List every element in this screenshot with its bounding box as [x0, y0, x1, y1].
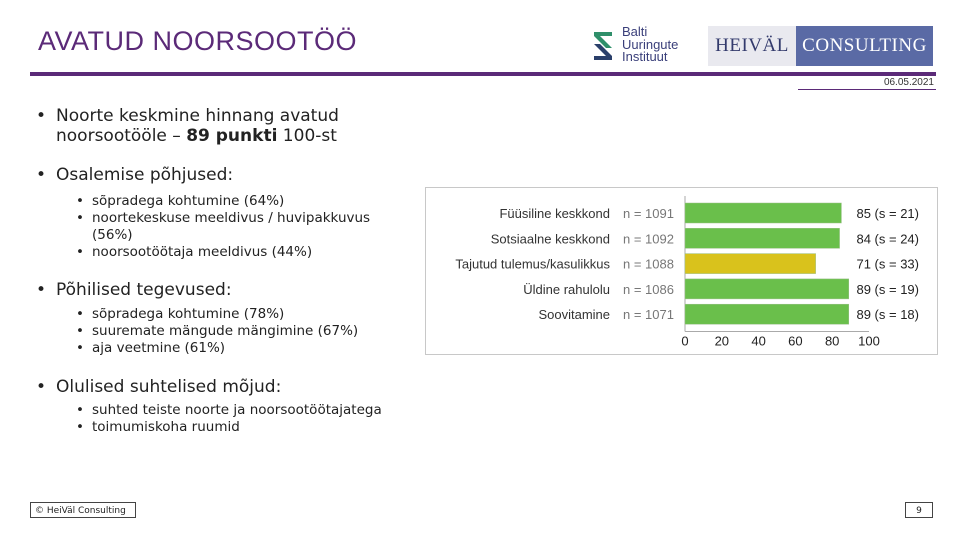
value-label: 85 (s = 21): [856, 206, 919, 221]
x-tick-label: 0: [681, 334, 688, 349]
list-item: • sõpradega kohtumine (78%): [76, 306, 285, 322]
bullet-main-activities: • Põhilised tegevused:: [36, 280, 232, 300]
list-item: • aja veetmine (61%): [76, 340, 226, 356]
date-label: 06.05.2021: [883, 77, 934, 88]
heival-logo-text: HEIVÄL: [708, 26, 796, 66]
copyright-footer: © HeiVäl Consulting: [30, 502, 136, 518]
value-label: 89 (s = 18): [856, 307, 919, 322]
category-label: Üldine rahulolu: [523, 282, 610, 297]
list-item: • noorsootöötaja meeldivus (44%): [76, 244, 313, 260]
balti-institute-logo: Balti Uuringute Instituut: [588, 24, 698, 66]
bullet-average-rating: • Noorte keskmine hinnang avatud noorsoo…: [36, 106, 339, 146]
x-tick-label: 80: [825, 334, 839, 349]
list-item: • toimumiskoha ruumid: [76, 419, 240, 435]
value-label: 84 (s = 24): [856, 231, 919, 246]
x-tick-label: 60: [788, 334, 802, 349]
rating-bar-chart: Füüsiline keskkond n = 1091 85 (s = 21) Sot…: [425, 187, 938, 355]
n-label: n = 1086: [623, 282, 674, 297]
balti-logo-icon: [594, 32, 612, 60]
n-label: n = 1088: [623, 257, 674, 272]
chart-svg: Füüsiline keskkond n = 1091 85 (s = 21) Sot…: [455, 196, 919, 349]
heival-consulting-logo: HEIVÄL CONSULTING: [708, 26, 933, 66]
list-item: • suuremate mängude mängimine (67%): [76, 323, 359, 339]
chart-bar: [684, 202, 842, 224]
page-number: 9: [905, 502, 933, 518]
consulting-logo-text: CONSULTING: [802, 35, 927, 56]
n-label: n = 1071: [623, 307, 674, 322]
participation-reasons-list: • sõpradega kohtumine (64%) • noortekeskus…: [76, 193, 370, 261]
n-label: n = 1091: [623, 206, 674, 221]
relative-effects-list: • suhted teiste noorte ja noorsootöötajat…: [76, 402, 382, 436]
n-label: n = 1092: [623, 231, 674, 246]
list-item: (56%): [92, 227, 133, 243]
bullet-relative-effects: • Olulised suhtelised mõjud:: [36, 377, 282, 397]
bullet-participation-reasons: • Osalemise põhjused:: [36, 165, 234, 185]
chart-bar: [684, 228, 840, 249]
date-underline: [798, 89, 936, 90]
category-label: Sotsiaalne keskkond: [491, 231, 610, 246]
category-label: Soovitamine: [538, 307, 610, 322]
main-activities-list: • sõpradega kohtumine (78%) • suuremate mä…: [76, 306, 358, 357]
category-label: Füüsiline keskkond: [499, 206, 610, 221]
chart-bar: [684, 303, 850, 325]
chart-bar: [684, 278, 850, 300]
list-item: • noortekeskuse meeldivus / huvipakkuvus: [76, 210, 371, 226]
x-tick-label: 40: [751, 334, 765, 349]
page-title: AVATUD NOORSOOTÖÖ: [38, 26, 358, 56]
list-item: • sõpradega kohtumine (64%): [76, 193, 285, 209]
x-tick-label: 20: [715, 334, 729, 349]
list-item: • suhted teiste noorte ja noorsootöötajat…: [76, 402, 382, 418]
balti-logo-text: Balti Uuringute Instituut: [622, 24, 679, 64]
x-tick-label: 100: [858, 334, 880, 349]
value-label: 71 (s = 33): [856, 257, 919, 272]
chart-bar: [684, 253, 816, 274]
title-underline: [30, 72, 936, 76]
value-label: 89 (s = 19): [856, 282, 919, 297]
category-label: Tajutud tulemus/kasulikkus: [455, 257, 610, 272]
